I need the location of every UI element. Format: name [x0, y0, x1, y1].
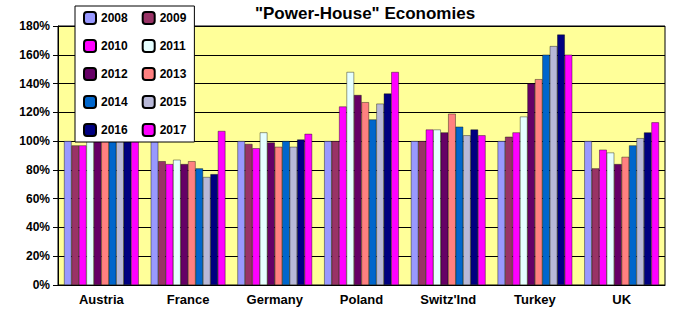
svg-text:"Power-House" Economies: "Power-House" Economies — [255, 4, 475, 23]
svg-text:2009: 2009 — [160, 11, 187, 25]
svg-text:2013: 2013 — [160, 67, 187, 81]
svg-text:120%: 120% — [19, 105, 50, 119]
svg-text:20%: 20% — [26, 249, 50, 263]
svg-text:80%: 80% — [26, 163, 50, 177]
svg-text:2010: 2010 — [101, 39, 128, 53]
svg-text:France: France — [167, 292, 210, 307]
svg-text:100%: 100% — [19, 134, 50, 148]
svg-text:Germany: Germany — [247, 292, 304, 307]
svg-text:2015: 2015 — [160, 95, 187, 109]
svg-text:0%: 0% — [33, 278, 51, 292]
svg-text:2008: 2008 — [101, 11, 128, 25]
svg-text:2011: 2011 — [160, 39, 186, 53]
svg-text:2017: 2017 — [160, 123, 187, 137]
svg-text:160%: 160% — [19, 48, 50, 62]
svg-text:UK: UK — [612, 292, 631, 307]
svg-text:2014: 2014 — [101, 95, 128, 109]
svg-text:140%: 140% — [19, 77, 50, 91]
svg-text:60%: 60% — [26, 192, 50, 206]
svg-text:Switz'Ind: Switz'Ind — [420, 292, 476, 307]
svg-text:Poland: Poland — [340, 292, 383, 307]
svg-text:40%: 40% — [26, 220, 50, 234]
svg-text:2016: 2016 — [101, 123, 128, 137]
svg-text:2012: 2012 — [101, 67, 128, 81]
svg-text:Turkey: Turkey — [514, 292, 556, 307]
svg-text:Austria: Austria — [79, 292, 125, 307]
svg-text:180%: 180% — [19, 19, 50, 33]
